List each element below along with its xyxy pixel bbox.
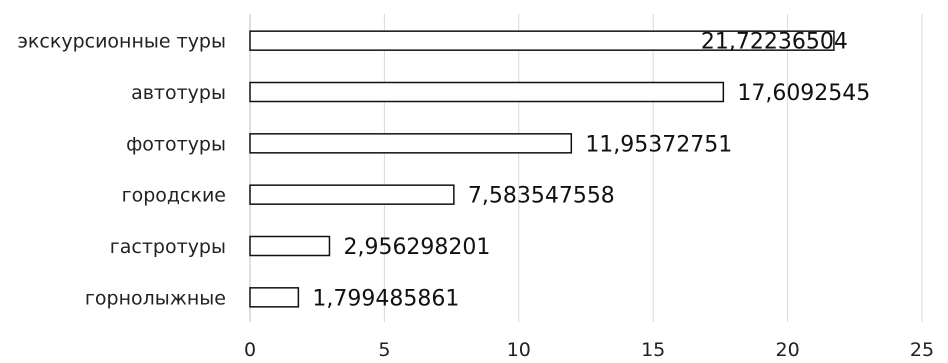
data-label: 11,95372751 [585,132,732,157]
data-label: 1,799485861 [312,286,459,311]
bar [249,287,300,308]
x-tick-label: 20 [776,339,800,361]
category-label: автотуры [131,82,226,104]
bar [249,235,331,257]
category-labels: экскурсионные туры автотуры фототуры городс… [18,31,227,310]
category-label: фототуры [126,133,226,155]
category-label: городские [122,185,226,207]
x-axis-ticks: 0 5 10 15 20 25 [244,339,934,361]
data-label: 7,583547558 [468,184,615,209]
bar [249,184,455,205]
category-label: гастротуры [110,236,226,258]
bar [249,30,835,51]
category-label: горнолыжные [85,287,226,309]
bars [249,30,835,308]
bar [249,81,725,103]
gridlines [249,14,923,322]
data-label: 17,6092545 [737,81,870,106]
x-tick-label: 0 [244,339,256,361]
bar [249,133,573,154]
data-labels: 21,72236504 17,6092545 11,95372751 7,583547… [312,30,870,312]
data-label: 21,72236504 [701,30,848,55]
x-tick-label: 10 [507,339,531,361]
x-tick-label: 25 [910,339,934,361]
x-tick-label: 5 [378,339,390,361]
category-label: экскурсионные туры [18,31,227,53]
x-tick-label: 15 [641,339,665,361]
data-label: 2,956298201 [343,235,490,260]
